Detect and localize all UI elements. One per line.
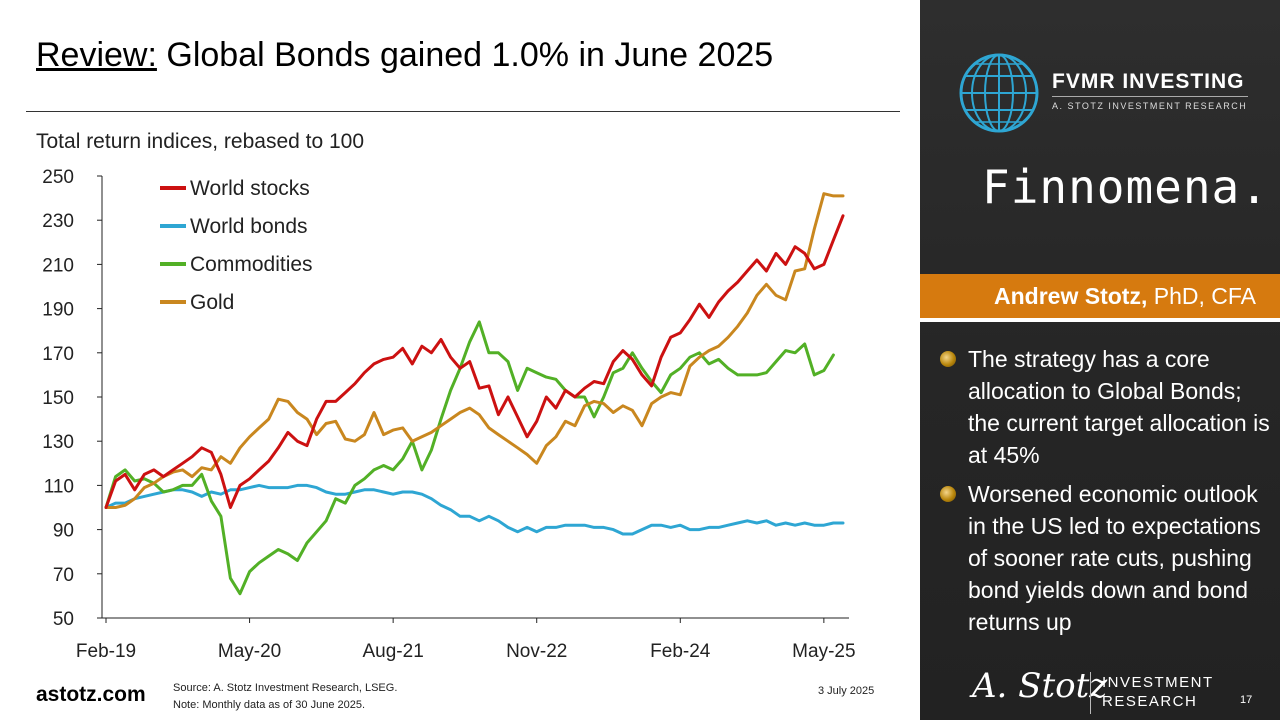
- y-tick-label: 110: [44, 476, 74, 497]
- y-tick-label: 210: [42, 255, 74, 276]
- chart-legend: World stocks World bonds Commodities Gold: [160, 177, 313, 314]
- y-tick-label: 250: [42, 167, 74, 188]
- bullet-text: Worsened economic outlook in the US led …: [968, 481, 1261, 635]
- author-credentials: PhD, CFA: [1147, 283, 1256, 309]
- brand-divider: [1052, 96, 1248, 97]
- legend-label-world-stocks: World stocks: [190, 177, 310, 200]
- line-chart: Total return indices, rebased to 100 50 7…: [36, 130, 856, 662]
- y-tick-label: 50: [53, 609, 74, 630]
- logo-line-1: INVESTMENT: [1102, 674, 1214, 691]
- bullet-icon: [940, 486, 956, 502]
- x-tick-label: May-20: [218, 641, 281, 662]
- source-note: Source: A. Stotz Investment Research, LS…: [173, 680, 397, 714]
- branding-panel: FVMR INVESTING A. STOTZ INVESTMENT RESEA…: [920, 0, 1280, 720]
- title-divider: [26, 111, 900, 112]
- series-line-gold: [104, 192, 845, 509]
- series-line-world-bonds: [104, 483, 845, 536]
- legend-label-gold: Gold: [190, 291, 234, 314]
- y-tick-label: 150: [42, 388, 74, 409]
- y-tick-label: 90: [53, 521, 74, 542]
- partner-logo: Finnomena.: [982, 160, 1269, 214]
- bullet-item: Worsened economic outlook in the US led …: [938, 478, 1273, 638]
- globe-icon: [959, 53, 1039, 133]
- y-tick-label: 170: [42, 344, 74, 365]
- chart-series: [104, 192, 845, 596]
- author-name: Andrew Stotz,: [994, 283, 1148, 309]
- author: Andrew Stotz, PhD, CFA: [994, 283, 1256, 310]
- series-line-world-stocks: [104, 214, 845, 509]
- brand-name: FVMR INVESTING: [1052, 70, 1245, 93]
- bullet-text: The strategy has a core allocation to Gl…: [968, 346, 1270, 468]
- page-number: 17: [1240, 694, 1253, 706]
- website-label[interactable]: astotz.com: [36, 683, 146, 706]
- bullet-icon: [940, 351, 956, 367]
- report-date: 3 July 2025: [818, 685, 875, 697]
- y-tick-label: 190: [42, 300, 74, 321]
- title-review: Review:: [36, 36, 157, 74]
- chart-axes: 50 70 90 110 130 150 170 190 210 230 250 Feb-19 May-…: [42, 167, 855, 662]
- y-tick-label: 230: [42, 211, 74, 232]
- legend-label-commodities: Commodities: [190, 253, 313, 276]
- x-tick-label: Feb-24: [650, 641, 711, 662]
- x-tick-label: Nov-22: [506, 641, 567, 662]
- x-tick-label: Aug-21: [363, 641, 424, 662]
- chart-title: Total return indices, rebased to 100: [36, 130, 364, 153]
- logo-divider: [1090, 672, 1091, 714]
- note-text: Note: Monthly data as of 30 June 2025.: [173, 699, 366, 711]
- research-logo: INVESTMENT RESEARCH: [1102, 673, 1214, 711]
- y-tick-label: 70: [53, 565, 74, 586]
- title-headline: Global Bonds gained 1.0% in June 2025: [156, 36, 774, 74]
- legend-label-world-bonds: World bonds: [190, 215, 308, 238]
- source-text: Source: A. Stotz Investment Research, LS…: [173, 682, 398, 694]
- author-bar: Andrew Stotz, PhD, CFA: [920, 274, 1280, 322]
- signature-logo: A. Stotz: [972, 666, 1108, 706]
- x-tick-label: Feb-19: [76, 641, 136, 662]
- y-tick-label: 130: [42, 432, 74, 453]
- x-tick-label: May-25: [792, 641, 855, 662]
- bullet-item: The strategy has a core allocation to Gl…: [938, 343, 1273, 471]
- series-line-commodities: [104, 320, 835, 596]
- logo-line-2: RESEARCH: [1102, 693, 1198, 710]
- brand-subtitle: A. STOTZ INVESTMENT RESEARCH: [1052, 101, 1248, 111]
- slide-title: Review: Global Bonds gained 1.0% in June…: [36, 36, 773, 75]
